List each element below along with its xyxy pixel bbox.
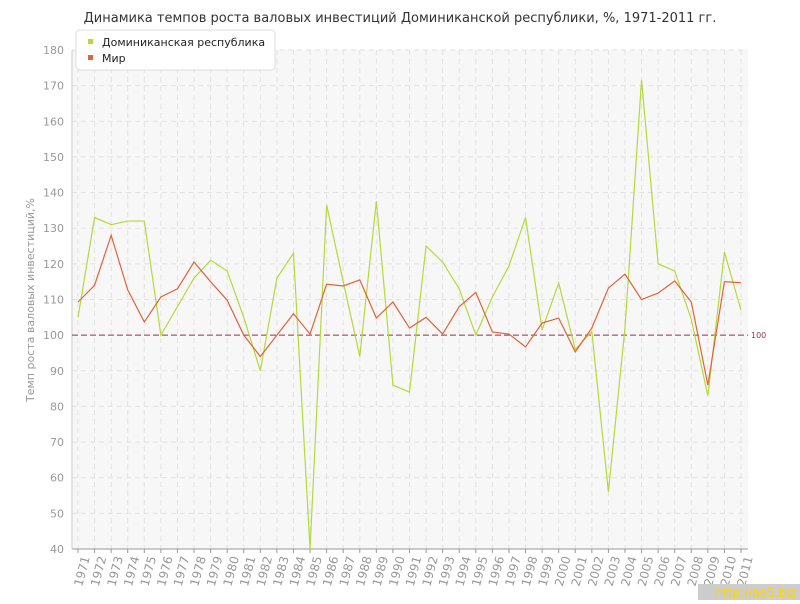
y-tick-label: 180	[43, 44, 64, 57]
watermark-bg	[698, 584, 800, 600]
y-tick-label: 110	[43, 294, 64, 307]
y-tick-label: 170	[43, 80, 64, 93]
y-tick-label: 40	[50, 543, 64, 556]
y-tick-label: 150	[43, 151, 64, 164]
series-line	[77, 233, 742, 386]
y-tick-label: 70	[50, 436, 64, 449]
y-tick-label: 130	[43, 222, 64, 235]
legend-label: Мир	[102, 52, 126, 65]
y-tick-label: 140	[43, 187, 64, 200]
watermark: http://be5.biz	[716, 586, 796, 600]
y-axis-label: Темп роста валовых инвестиций,%	[24, 198, 37, 403]
legend-swatch	[88, 55, 93, 60]
y-tick-label: 160	[43, 115, 64, 128]
series-line	[77, 79, 742, 550]
legend-swatch	[88, 39, 93, 44]
legend-label: Доминиканская республика	[102, 36, 265, 49]
y-tick-label: 60	[50, 472, 64, 485]
legend: Доминиканская республика Мир	[75, 29, 276, 71]
legend-box	[75, 29, 276, 71]
y-tick-label: 80	[50, 400, 64, 413]
reference-label: 100	[751, 331, 766, 340]
y-tick-label: 50	[50, 507, 64, 520]
y-tick-label: 120	[43, 258, 64, 271]
y-tick-label: 100	[43, 329, 64, 342]
y-tick-label: 90	[50, 365, 64, 378]
chart-title: Динамика темпов роста валовых инвестиций…	[84, 11, 717, 26]
